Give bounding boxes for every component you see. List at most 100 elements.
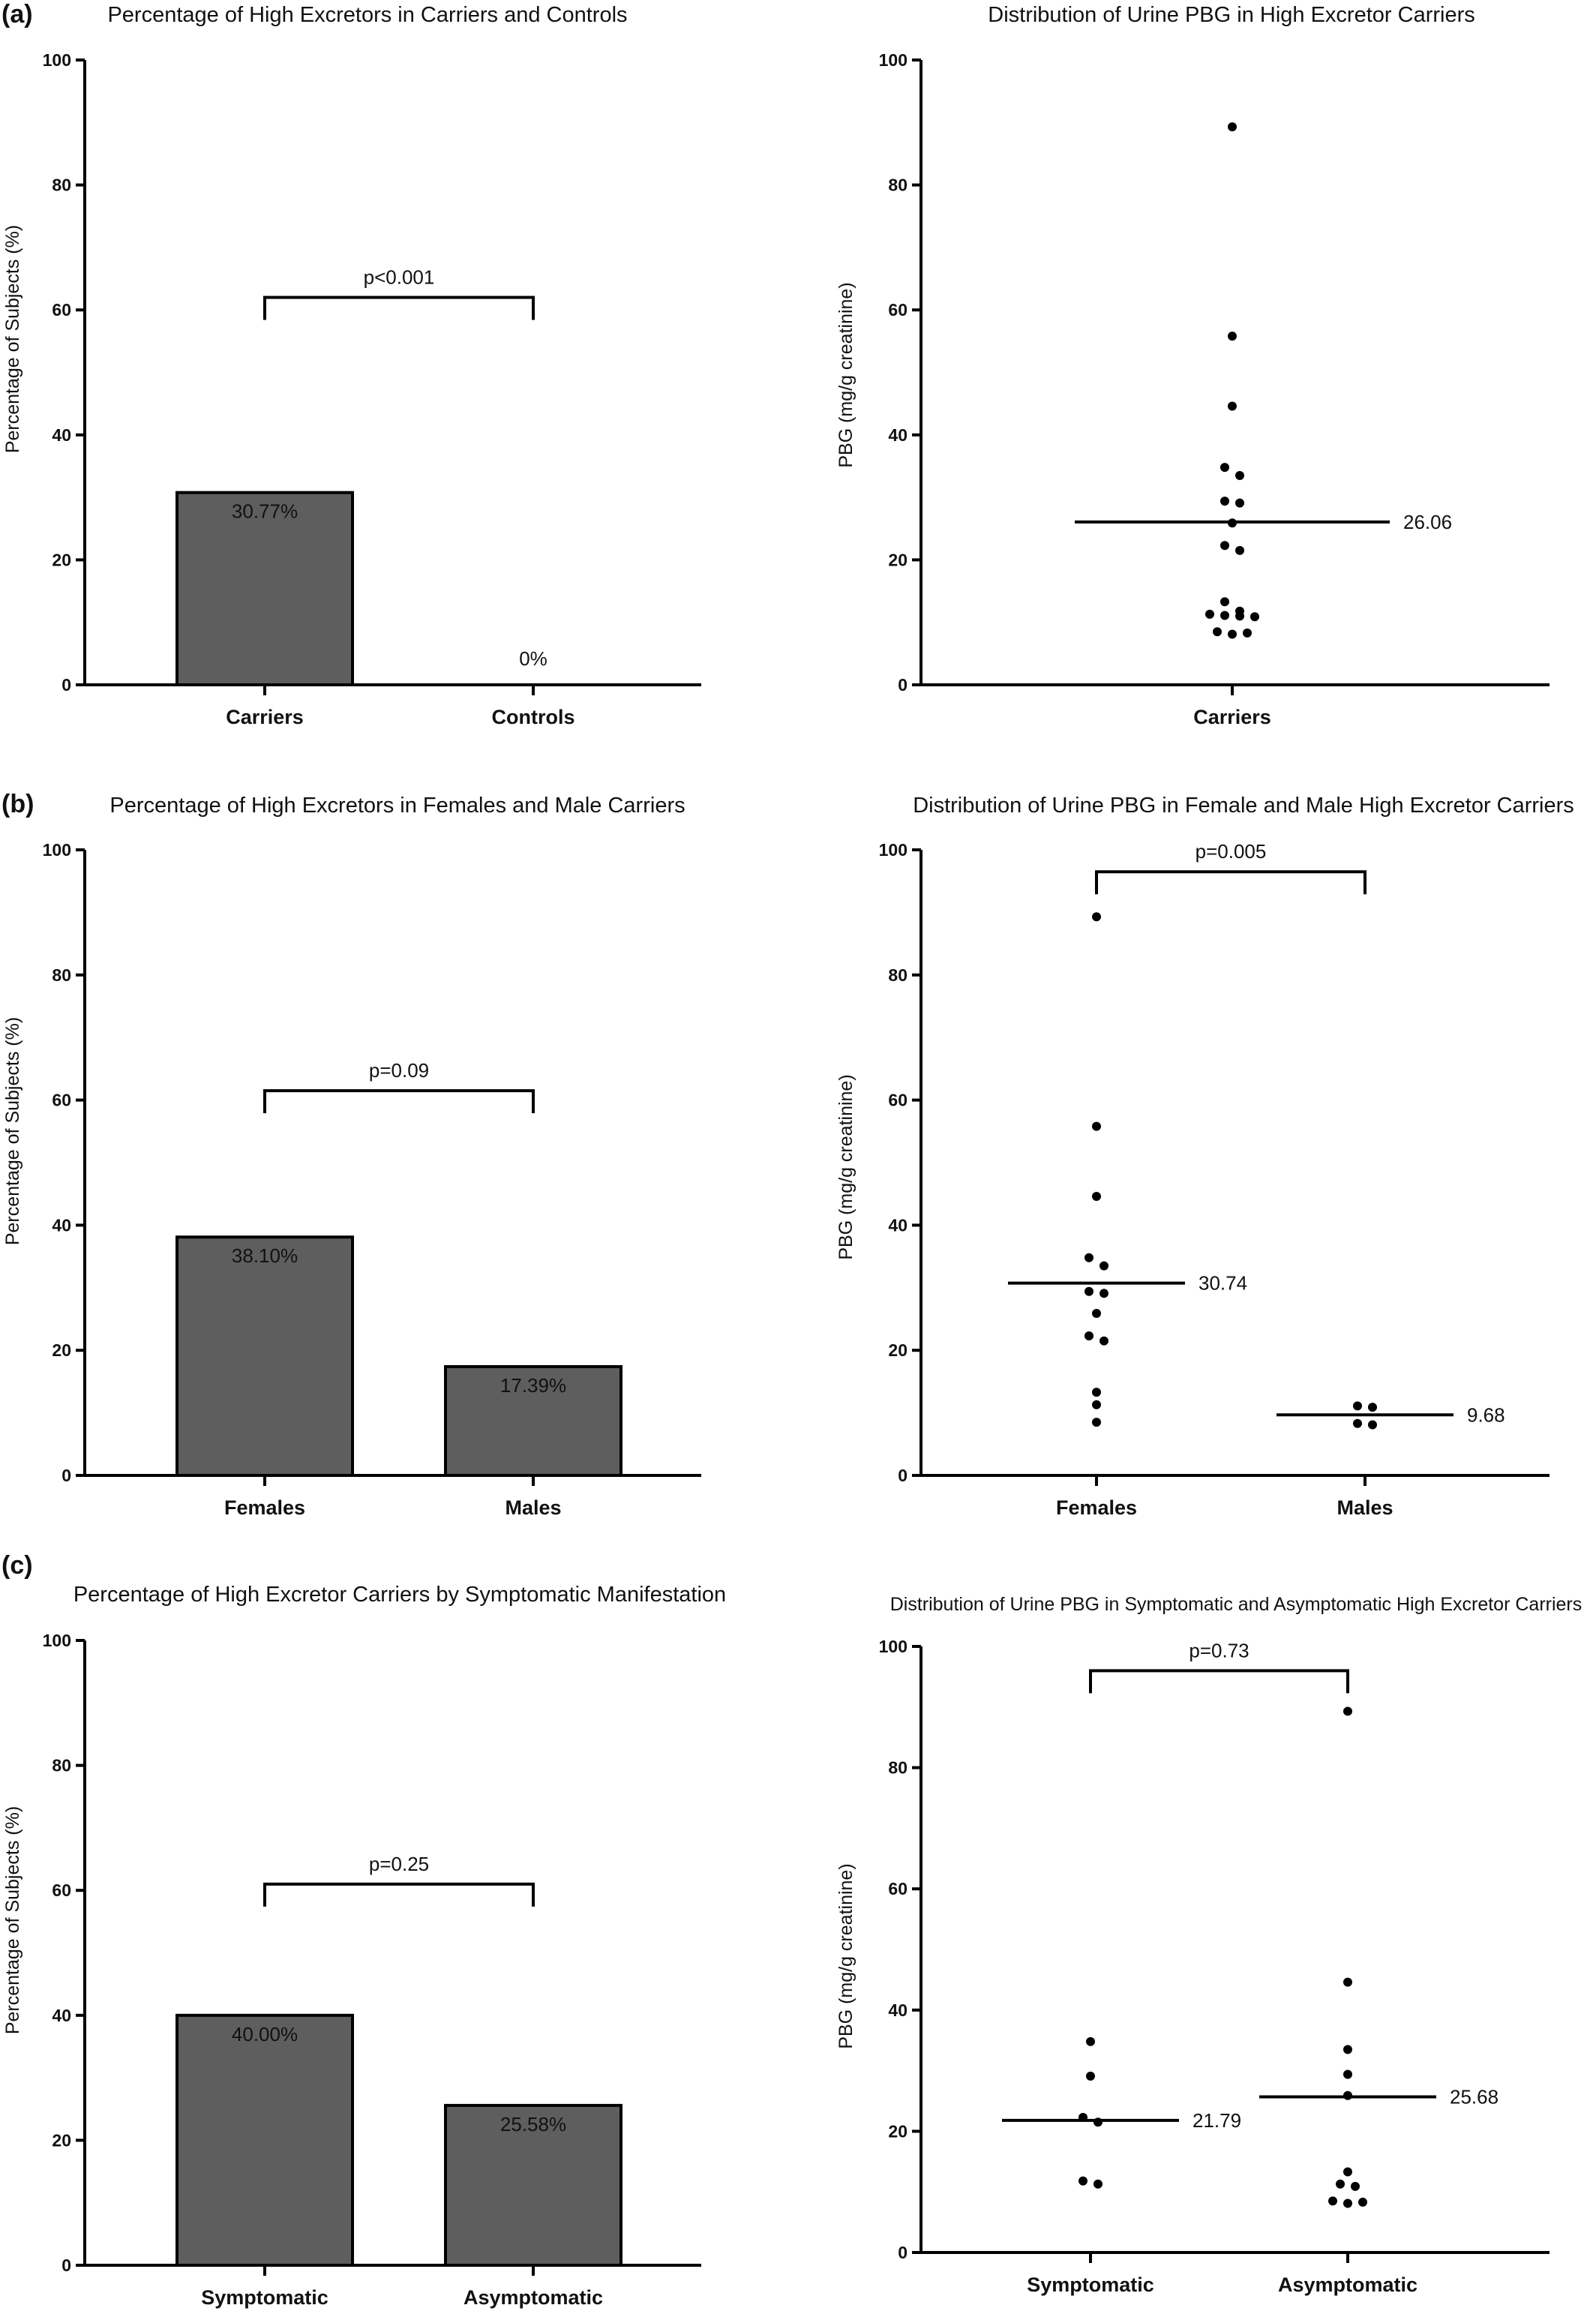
data-point [1235, 611, 1244, 621]
y-tick-label: 60 [888, 1879, 908, 1898]
data-point [1228, 122, 1237, 132]
y-tick-label: 100 [43, 1631, 71, 1650]
data-point [1220, 463, 1229, 473]
data-point [1084, 1253, 1094, 1262]
p-value-label: p=0.005 [1196, 840, 1267, 863]
bar [176, 1235, 354, 1477]
bar [176, 491, 354, 686]
data-point [1220, 497, 1229, 506]
median-label: 9.68 [1467, 1403, 1505, 1426]
chart-title: Distribution of Urine PBG in High Excret… [988, 3, 1474, 27]
y-axis-label: PBG (mg/g creatinine) [836, 1074, 856, 1259]
y-tick-label: 0 [62, 2255, 71, 2275]
y-tick-label: 100 [879, 50, 908, 70]
y-tick-label: 20 [888, 1340, 908, 1360]
data-point [1100, 1336, 1108, 1346]
data-point [1084, 1331, 1094, 1341]
data-point [1351, 2181, 1360, 2191]
chart-c-left: Percentage of High Excretor Carriers by … [2, 1583, 726, 2309]
bar [444, 2103, 622, 2267]
y-axis-label: Percentage of Subjects (%) [2, 1017, 23, 1245]
significance-bracket [1089, 1669, 1349, 1694]
x-tick-label: Controls [492, 706, 575, 728]
data-point [1094, 2179, 1102, 2189]
data-point [1235, 545, 1244, 555]
y-tick-label: 40 [888, 425, 908, 445]
bar [444, 1364, 622, 1477]
median-label: 26.06 [1403, 511, 1452, 533]
median-label: 21.79 [1192, 2109, 1241, 2132]
x-tick-label: Symptomatic [1027, 2273, 1154, 2296]
chart-b-left: Percentage of High Excretors in Females … [2, 794, 701, 1519]
x-tick-label: Females [224, 1496, 305, 1519]
data-point [1100, 1261, 1108, 1271]
data-point [1368, 1403, 1377, 1412]
marks: 0 20 40 60 80 100 Carriers 26.06 [879, 50, 1550, 728]
significance-bracket [263, 1882, 535, 1907]
x-tick-label: Males [1336, 1496, 1393, 1519]
chart-title: Distribution of Urine PBG in Symptomatic… [890, 1594, 1582, 1615]
y-tick-label: 0 [62, 675, 71, 695]
bar-value-label: 17.39% [500, 1374, 566, 1397]
data-point [1220, 541, 1229, 551]
y-tick-label: 40 [52, 425, 71, 445]
y-tick-label: 0 [898, 1466, 908, 1485]
panel-letter-b: (b) [2, 790, 34, 818]
significance-bracket [1095, 870, 1366, 895]
y-tick-label: 100 [43, 840, 71, 860]
data-point [1343, 2069, 1352, 2079]
y-tick-label: 20 [52, 2130, 71, 2150]
data-point [1220, 597, 1229, 607]
y-tick-label: 80 [888, 965, 908, 985]
data-point [1358, 2197, 1367, 2207]
x-tick-label: Carriers [226, 706, 304, 728]
bar-value-label: 40.00% [232, 2023, 298, 2045]
y-tick-label: 0 [62, 1466, 71, 1485]
data-point [1336, 2179, 1345, 2189]
y-tick-label: 40 [52, 2006, 71, 2025]
x-tick-label: Carriers [1193, 706, 1271, 728]
median-label: 25.68 [1450, 2086, 1498, 2108]
y-tick-label: 80 [888, 1758, 908, 1778]
data-point [1213, 627, 1222, 637]
y-tick-label: 20 [888, 2121, 908, 2141]
y-axis-label: PBG (mg/g creatinine) [836, 282, 856, 467]
y-tick-label: 60 [888, 1091, 908, 1110]
data-point [1343, 1977, 1352, 1987]
chart-title: Distribution of Urine PBG in Female and … [913, 794, 1574, 818]
y-tick-label: 60 [52, 1880, 71, 1900]
chart-title: Percentage of High Excretors in Carriers… [107, 3, 627, 27]
data-point [1228, 332, 1237, 341]
median-label: 30.74 [1198, 1272, 1247, 1295]
bar-value-label: 38.10% [232, 1244, 298, 1267]
significance-bracket [263, 1089, 535, 1114]
bar [176, 2013, 354, 2267]
x-tick-label: Asymptomatic [1278, 2273, 1418, 2296]
marks: 0 20 40 60 80 100 Symptomatic Asymptomatic 21.79… [879, 1637, 1550, 2296]
chart-title: Percentage of High Excretor Carriers by … [74, 1583, 726, 1607]
data-point [1092, 1308, 1101, 1318]
y-tick-label: 0 [898, 2243, 908, 2262]
x-tick-label: Males [505, 1496, 561, 1519]
p-value-label: p=0.09 [369, 1059, 429, 1082]
marks: 0 20 40 60 80 100 Carriers Controls 30.77% 0% p<0.… [43, 50, 701, 728]
data-point [1220, 611, 1229, 620]
y-tick-label: 80 [888, 176, 908, 195]
y-axis-label: PBG (mg/g creatinine) [836, 1863, 856, 2048]
chart-a-right: Distribution of Urine PBG in High Excret… [836, 3, 1550, 728]
marks: 0 20 40 60 80 100 Females Males 38.10% 17.39% p=0.… [43, 840, 701, 1519]
data-point [1086, 2036, 1095, 2046]
y-axis-label: Percentage of Subjects (%) [2, 1806, 23, 2034]
data-point [1353, 1418, 1362, 1428]
data-point [1368, 1420, 1377, 1430]
data-point [1235, 470, 1244, 480]
y-tick-label: 40 [888, 2000, 908, 2020]
data-point [1078, 2176, 1088, 2186]
p-value-label: p=0.25 [369, 1853, 429, 1875]
p-value-label: p<0.001 [364, 266, 435, 289]
y-tick-label: 20 [52, 550, 71, 569]
data-point [1343, 2045, 1352, 2054]
data-point [1084, 1286, 1094, 1296]
y-tick-label: 60 [888, 300, 908, 320]
data-point [1092, 1192, 1101, 1202]
